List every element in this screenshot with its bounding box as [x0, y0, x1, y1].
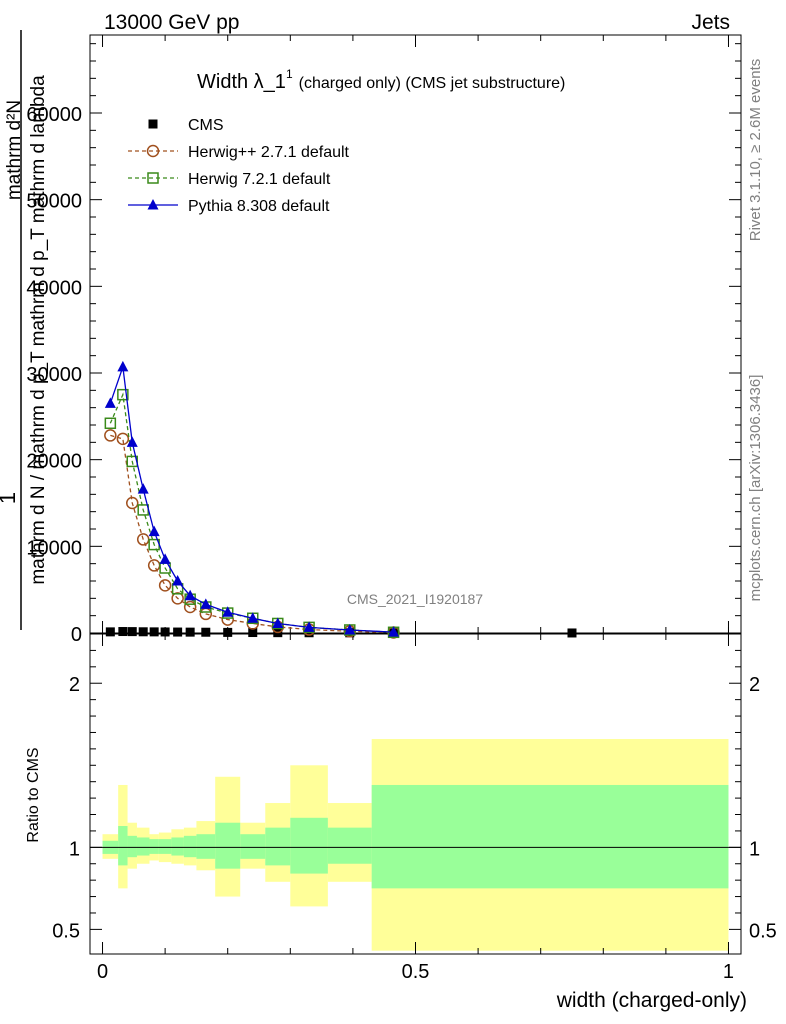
y-tick-label: 30000: [26, 364, 82, 386]
legend-label: Pythia 8.308 default: [188, 198, 330, 215]
data-point-0: [138, 627, 148, 637]
main-y-axis: 0 10000 20000 30000 40000 50000 60000: [26, 43, 741, 646]
ratio-inner-band-bin: [136, 837, 150, 856]
ratio-inner-band-bin: [149, 839, 159, 854]
plot-title: Width λ_11 (charged only) (CMS jet substr…: [197, 67, 565, 93]
data-point-3: [137, 483, 149, 494]
data-point-0: [149, 627, 159, 637]
data-point-0: [201, 627, 211, 637]
series-layer: [104, 360, 577, 639]
x-tick-label: 0.5: [402, 961, 430, 983]
data-point-3: [126, 436, 138, 447]
data-point-1: [171, 592, 184, 605]
ratio-inner-band-bin: [118, 826, 128, 866]
data-point-3: [172, 575, 184, 586]
ratio-y-tick-label-right: 0.5: [749, 920, 777, 942]
data-point-3: [148, 525, 160, 537]
data-point-1: [183, 600, 197, 614]
data-point-0: [173, 627, 183, 637]
plot-title-sup: 1: [286, 67, 293, 81]
data-point-3: [159, 553, 171, 564]
process-label: Jets: [691, 11, 730, 34]
data-point-1: [126, 496, 139, 510]
series-line-1: [110, 434, 394, 634]
main-y-label-numerator: 1: [0, 492, 20, 504]
x-axis-label: width (charged-only): [556, 989, 747, 1012]
data-point-0: [248, 628, 258, 638]
ratio-inner-band-bin: [371, 784, 416, 889]
plot-title-main: Width λ_1: [197, 71, 286, 93]
ratio-inner-band-bin: [183, 835, 197, 858]
y-tick-label: 40000: [26, 277, 82, 299]
legend-label: Herwig++ 2.7.1 default: [188, 144, 350, 161]
ratio-inner-band-bin: [215, 822, 241, 869]
data-point-2: [104, 417, 117, 430]
main-y-label-top: mathrm d²N: [4, 100, 25, 200]
x-tick-label: 0: [97, 961, 108, 983]
series-line-2: [109, 392, 394, 633]
data-point-0: [223, 627, 233, 637]
ratio-y-axis: 0.5 0.5 1 1 2 2: [52, 649, 777, 942]
ratio-inner-band-bin: [196, 834, 216, 859]
legend-marker: [146, 144, 160, 158]
ratio-inner-band-bin: [327, 827, 372, 864]
ratio-inner-band-bin: [240, 834, 266, 859]
data-point-0: [567, 628, 577, 638]
ratio-y-tick-label: 1: [69, 838, 80, 860]
y-tick-label: 0: [71, 624, 82, 646]
data-point-1: [116, 432, 130, 446]
main-y-label-denominator: mathrm d N / mathrm d p_T mathrm d p_T m…: [28, 75, 49, 585]
ratio-inner-band-bin: [265, 827, 291, 866]
x-axis: 0 0.5 1: [97, 35, 734, 983]
ratio-inner-band-bin: [158, 839, 172, 854]
data-point-3: [222, 606, 234, 617]
ratio-inner-band-bin: [415, 784, 729, 889]
data-point-3: [344, 623, 356, 635]
data-point-1: [158, 579, 172, 592]
data-point-1: [104, 429, 117, 442]
data-point-3: [104, 397, 116, 408]
legend-marker: [147, 199, 159, 210]
data-point-0: [127, 627, 137, 637]
plot-title-sub: (charged only) (CMS jet substructure): [299, 75, 566, 92]
ratio-bands: [102, 739, 729, 951]
data-point-3: [200, 598, 212, 609]
data-point-3: [303, 621, 315, 632]
y-tick-label: 60000: [26, 104, 82, 126]
data-point-0: [185, 627, 195, 637]
analysis-watermark: CMS_2021_I1920187: [347, 591, 483, 607]
legend: CMS Herwig++ 2.7.1 default Herwig 7.2.1 de…: [128, 117, 350, 215]
data-point-0: [118, 627, 128, 637]
legend-label: CMS: [188, 117, 224, 134]
data-point-3: [272, 617, 284, 628]
ratio-inner-band-bin: [127, 835, 137, 858]
data-point-3: [117, 360, 129, 372]
data-point-3: [184, 589, 196, 601]
data-point-0: [160, 627, 170, 637]
ratio-inner-band-bin: [290, 817, 328, 874]
legend-label: Herwig 7.2.1 default: [188, 171, 331, 188]
mcplots-label: mcplots.cern.ch [arXiv:1306.3436]: [747, 375, 764, 602]
data-point-3: [388, 626, 400, 637]
ratio-y-tick-label-right: 2: [749, 674, 760, 696]
energy-label: 13000 GeV pp: [104, 11, 239, 34]
rivet-label: Rivet 3.1.10, ≥ 2.6M events: [747, 59, 764, 242]
y-tick-label: 50000: [26, 191, 82, 213]
ratio-y-tick-label: 0.5: [52, 920, 80, 942]
x-tick-label: 1: [723, 961, 734, 983]
ratio-y-label: Ratio to CMS: [25, 747, 42, 842]
data-point-0: [105, 627, 115, 637]
legend-marker: [148, 119, 158, 129]
data-point-1: [147, 559, 161, 572]
ratio-inner-band-bin: [171, 837, 184, 856]
ratio-y-tick-label: 2: [69, 674, 80, 696]
data-point-2: [117, 388, 129, 401]
main-y-label: 1 mathrm d N / mathrm d p_T mathrm d p_T…: [0, 30, 49, 630]
y-tick-label: 10000: [26, 537, 82, 559]
legend-marker: [147, 172, 159, 184]
ratio-y-tick-label-right: 1: [749, 838, 760, 860]
data-point-3: [247, 612, 259, 623]
y-tick-label: 20000: [26, 451, 82, 473]
